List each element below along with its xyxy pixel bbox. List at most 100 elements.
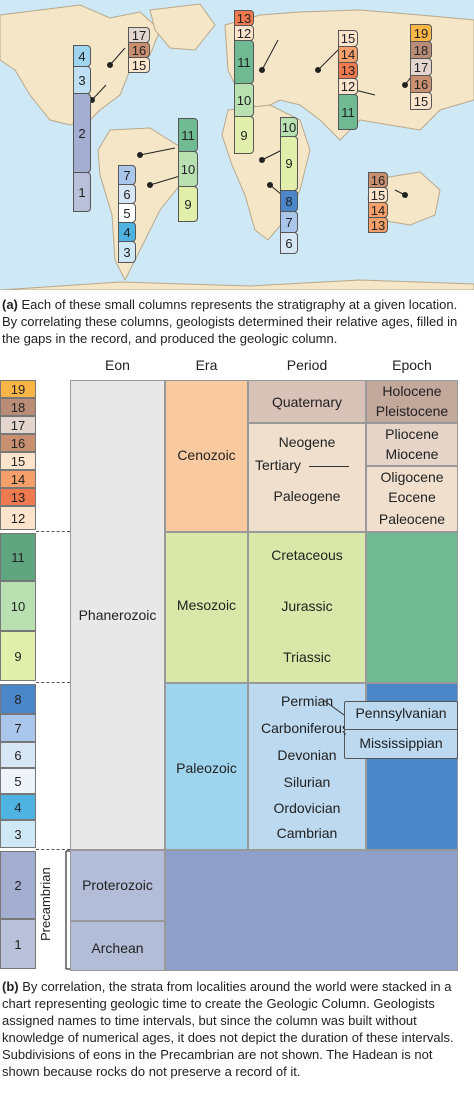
caption-a: (a) Each of these small columns represen… (2, 296, 472, 347)
strat-column-b: 17 16 15 (128, 27, 150, 73)
strat-column-i: 16 15 14 13 (368, 172, 388, 233)
epoch-paleogene-block: Oligocene Eocene Paleocene (366, 466, 458, 532)
left-stratum-16: 16 (0, 434, 36, 452)
stratum-10: 10 (178, 151, 198, 187)
tertiary-leader-line (309, 466, 349, 467)
caption-b-label: (b) (2, 979, 19, 994)
era-mesozoic: Mesozoic (165, 532, 248, 683)
strat-column-h: 19 18 17 16 15 (410, 24, 432, 110)
stratum-15c: 15 (410, 92, 432, 110)
period-silurian-label: Silurian (283, 774, 331, 790)
stratum-1: 1 (73, 172, 91, 212)
stratum-15: 15 (128, 57, 150, 73)
header-period: Period (286, 357, 328, 373)
period-carboniferous-label: Carboniferous (261, 720, 349, 736)
period-permian-label: Permian (281, 693, 334, 709)
left-stratum-13: 13 (0, 488, 36, 506)
stratum-13: 13 (234, 10, 254, 26)
era-cenozoic: Cenozoic (165, 380, 248, 532)
epoch-holocene-label: Holocene (382, 383, 442, 399)
stratum-19: 19 (410, 24, 432, 42)
stratum-3: 3 (73, 66, 91, 94)
period-jurassic-label: Jurassic (281, 598, 333, 614)
epoch-pleistocene-label: Pleistocene (375, 403, 449, 419)
epoch-mesozoic-block (366, 532, 458, 683)
stratum-2: 2 (73, 93, 91, 173)
stratum-10b: 10 (234, 83, 254, 117)
stratum-12b: 12 (338, 78, 358, 95)
stratum-4b: 4 (118, 222, 136, 242)
strat-column-d: 11 10 9 (178, 118, 198, 222)
era-cenozoic-label: Cenozoic (177, 447, 236, 463)
left-stratum-17: 17 (0, 416, 36, 434)
stratum-5: 5 (118, 203, 136, 223)
world-map: 4 3 2 1 17 16 15 7 6 5 4 3 11 10 9 13 12… (0, 0, 474, 290)
period-mesozoic-block: Cretaceous Jurassic Triassic (248, 532, 366, 683)
caption-b-text: By correlation, the strata from localiti… (2, 979, 454, 1079)
stratum-3b: 3 (118, 241, 136, 263)
epoch-oligocene-label: Oligocene (380, 469, 444, 485)
boundary-dash-paleozoic (36, 849, 70, 850)
period-quaternary-label: Quaternary (271, 394, 343, 410)
period-tertiary-block: Neogene Tertiary Paleogene (248, 423, 366, 532)
period-ordovician-label: Ordovician (273, 800, 341, 816)
era-archean: Archean (70, 921, 165, 971)
south-america-shape (97, 127, 186, 282)
stratum-13b: 13 (338, 62, 358, 79)
left-stratum-6: 6 (0, 742, 36, 768)
era-proterozoic-label: Proterozoic (82, 877, 153, 893)
header-eon: Eon (105, 357, 130, 373)
strat-column-e: 13 12 11 10 9 (234, 10, 254, 154)
left-stratum-14: 14 (0, 470, 36, 488)
stratum-7b: 7 (280, 211, 298, 233)
left-stratum-2: 2 (0, 851, 36, 919)
stratum-14: 14 (338, 46, 358, 63)
period-cretaceous-label: Cretaceous (271, 547, 343, 563)
left-stratum-15: 15 (0, 452, 36, 470)
era-paleozoic: Paleozoic (165, 683, 248, 850)
epoch-neogene-block: Pliocene Miocene (366, 423, 458, 466)
era-archean-label: Archean (91, 940, 144, 956)
left-stratum-18: 18 (0, 398, 36, 416)
period-quaternary: Quaternary (248, 380, 366, 423)
stratum-11c: 11 (338, 94, 358, 130)
stratum-9c: 9 (280, 136, 298, 191)
stratum-11: 11 (178, 118, 198, 152)
stratum-6: 6 (118, 184, 136, 204)
left-stratum-1: 1 (0, 919, 36, 969)
carboniferous-divider (345, 729, 457, 730)
left-stratum-10: 10 (0, 581, 36, 631)
era-paleozoic-label: Paleozoic (176, 760, 237, 776)
stratum-18: 18 (410, 41, 432, 59)
stratum-8: 8 (280, 190, 298, 212)
carboniferous-subdivision-box: Pennsylvanian Mississippian (344, 701, 458, 759)
period-tertiary-label: Tertiary (255, 457, 301, 473)
era-proterozoic: Proterozoic (70, 850, 165, 921)
eon-precambrian-label: Precambrian (38, 867, 53, 941)
stratum-14b: 14 (368, 202, 388, 218)
epoch-pennsylvanian-label: Pennsylvanian (355, 705, 447, 721)
header-era: Era (195, 357, 218, 373)
stratum-9b: 9 (234, 116, 254, 154)
epoch-quaternary-block: Holocene Pleistocene (366, 380, 458, 423)
precambrian-bracket (65, 850, 70, 970)
antarctica-shape (0, 279, 474, 290)
stratum-12: 12 (234, 25, 254, 41)
stratum-16c: 16 (368, 172, 388, 188)
stratum-11b: 11 (234, 40, 254, 84)
left-stratum-8: 8 (0, 684, 36, 714)
strat-column-c: 7 6 5 4 3 (118, 165, 136, 263)
left-stratum-3: 3 (0, 820, 36, 848)
boundary-dash-mesozoic (36, 682, 70, 683)
stratum-13c: 13 (368, 217, 388, 233)
stratum-6b: 6 (280, 232, 298, 254)
stratum-17: 17 (128, 27, 150, 43)
strat-column-f: 10 9 8 7 6 (280, 117, 298, 254)
period-cambrian-label: Cambrian (276, 825, 338, 841)
left-stratum-5: 5 (0, 768, 36, 794)
eon-phanerozoic-label: Phanerozoic (78, 607, 157, 623)
period-paleozoic-block: Permian Carboniferous Devonian Silurian … (248, 683, 366, 850)
left-stratum-4: 4 (0, 794, 36, 820)
caption-a-text: Each of these small columns represents t… (2, 297, 458, 346)
left-stratum-19: 19 (0, 380, 36, 398)
